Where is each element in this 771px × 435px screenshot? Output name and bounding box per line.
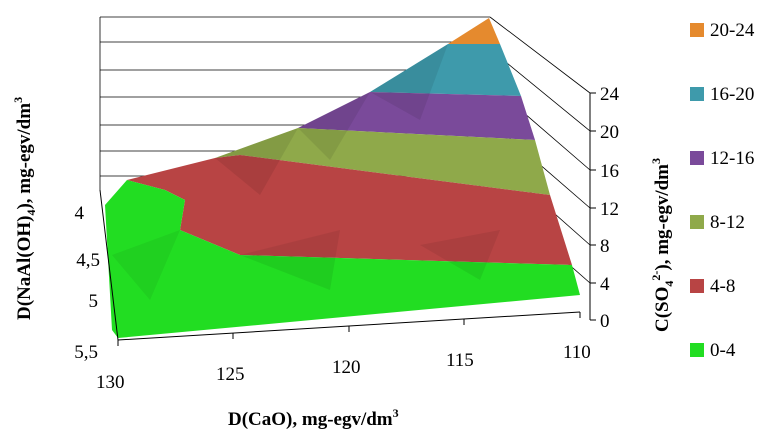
band-8-12 [215, 128, 550, 195]
z-axis-title-sup: 2- [649, 271, 663, 281]
x-tick-labels: 130 125 120 115 110 [96, 342, 591, 393]
z-tick-label: 8 [600, 236, 610, 257]
facet-shade [298, 92, 370, 160]
depth-tick-label: 4 [75, 203, 85, 224]
z-tick-label: 12 [600, 199, 619, 220]
legend-swatch-12-16 [690, 151, 704, 165]
band-4-8 [127, 155, 572, 265]
z-axis-title-sup2: 3 [649, 158, 663, 164]
surface [105, 18, 580, 338]
x-axis-title-sup: 3 [393, 406, 399, 420]
legend-label-20-24: 20-24 [710, 20, 755, 41]
facet-shade [215, 128, 298, 195]
z-axis-title-main: C(SO [652, 287, 673, 332]
z-axis-title-sub: 4 [662, 281, 676, 287]
band-0-4 [105, 180, 580, 338]
x-tick-label: 115 [446, 350, 474, 371]
depth-tick-label: 4,5 [76, 250, 100, 271]
x-tick-label: 130 [96, 372, 125, 393]
facet-shade [240, 230, 340, 290]
facet-shade [112, 230, 180, 300]
x-axis-title-main: D(CaO), mg-egv/dm [228, 409, 393, 430]
legend-swatch-20-24 [690, 23, 704, 37]
x-axis-title: D(CaO), mg-egv/dm3 [228, 406, 399, 430]
x-tick-label: 120 [332, 357, 361, 378]
legend-label-8-12: 8-12 [710, 212, 745, 233]
legend-label-0-4: 0-4 [710, 340, 736, 361]
depth-tick-label: 5,5 [74, 342, 98, 363]
legend-swatch-16-20 [690, 87, 704, 101]
z-tick-labels: 0 4 8 12 16 20 24 [600, 84, 620, 332]
z-tick-label: 16 [600, 161, 619, 182]
facet-shade [370, 44, 448, 120]
x-tick-marks [117, 312, 581, 346]
x-tick-label: 125 [216, 364, 245, 385]
facet-shade [420, 230, 500, 280]
z-tick-label: 20 [600, 122, 619, 143]
depth-axis-title-tail: ), mg-egv/dm [14, 103, 35, 210]
legend-swatch-0-4 [690, 343, 704, 357]
depth-axis-line [99, 189, 119, 341]
depth-axis-title-sup: 3 [11, 97, 25, 103]
band-12-16 [298, 92, 535, 140]
z-tick-marks [590, 92, 596, 321]
band-20-24 [448, 18, 500, 44]
depth-tick-label: 5 [89, 291, 99, 312]
band-16-20 [370, 44, 521, 96]
legend-swatch-8-12 [690, 215, 704, 229]
legend-label-16-20: 16-20 [710, 84, 754, 105]
depth-axis-title-main: D(NaAl(OH) [14, 216, 35, 320]
depth-tick-labels: 4 4,5 5 5,5 [74, 203, 100, 363]
z-tick-label: 0 [600, 311, 610, 332]
depth-axis-title: D(NaAl(OH)4), mg-egv/dm3 [11, 97, 38, 320]
depth-axis-title-sub: 4 [24, 210, 38, 216]
legend-label-12-16: 12-16 [710, 148, 754, 169]
gridline [489, 16, 591, 94]
legend-swatch-4-8 [690, 279, 704, 293]
x-tick-label: 110 [563, 342, 591, 363]
legend: 20-24 16-20 12-16 8-12 4-8 0-4 [690, 20, 755, 361]
z-tick-label: 4 [600, 274, 610, 295]
z-axis-title: C(SO42-), mg-egv/dm3 [649, 158, 676, 332]
z-axis-title-tail: ), mg-egv/dm [652, 164, 673, 271]
z-tick-label: 24 [600, 84, 620, 105]
legend-label-4-8: 4-8 [710, 276, 735, 297]
